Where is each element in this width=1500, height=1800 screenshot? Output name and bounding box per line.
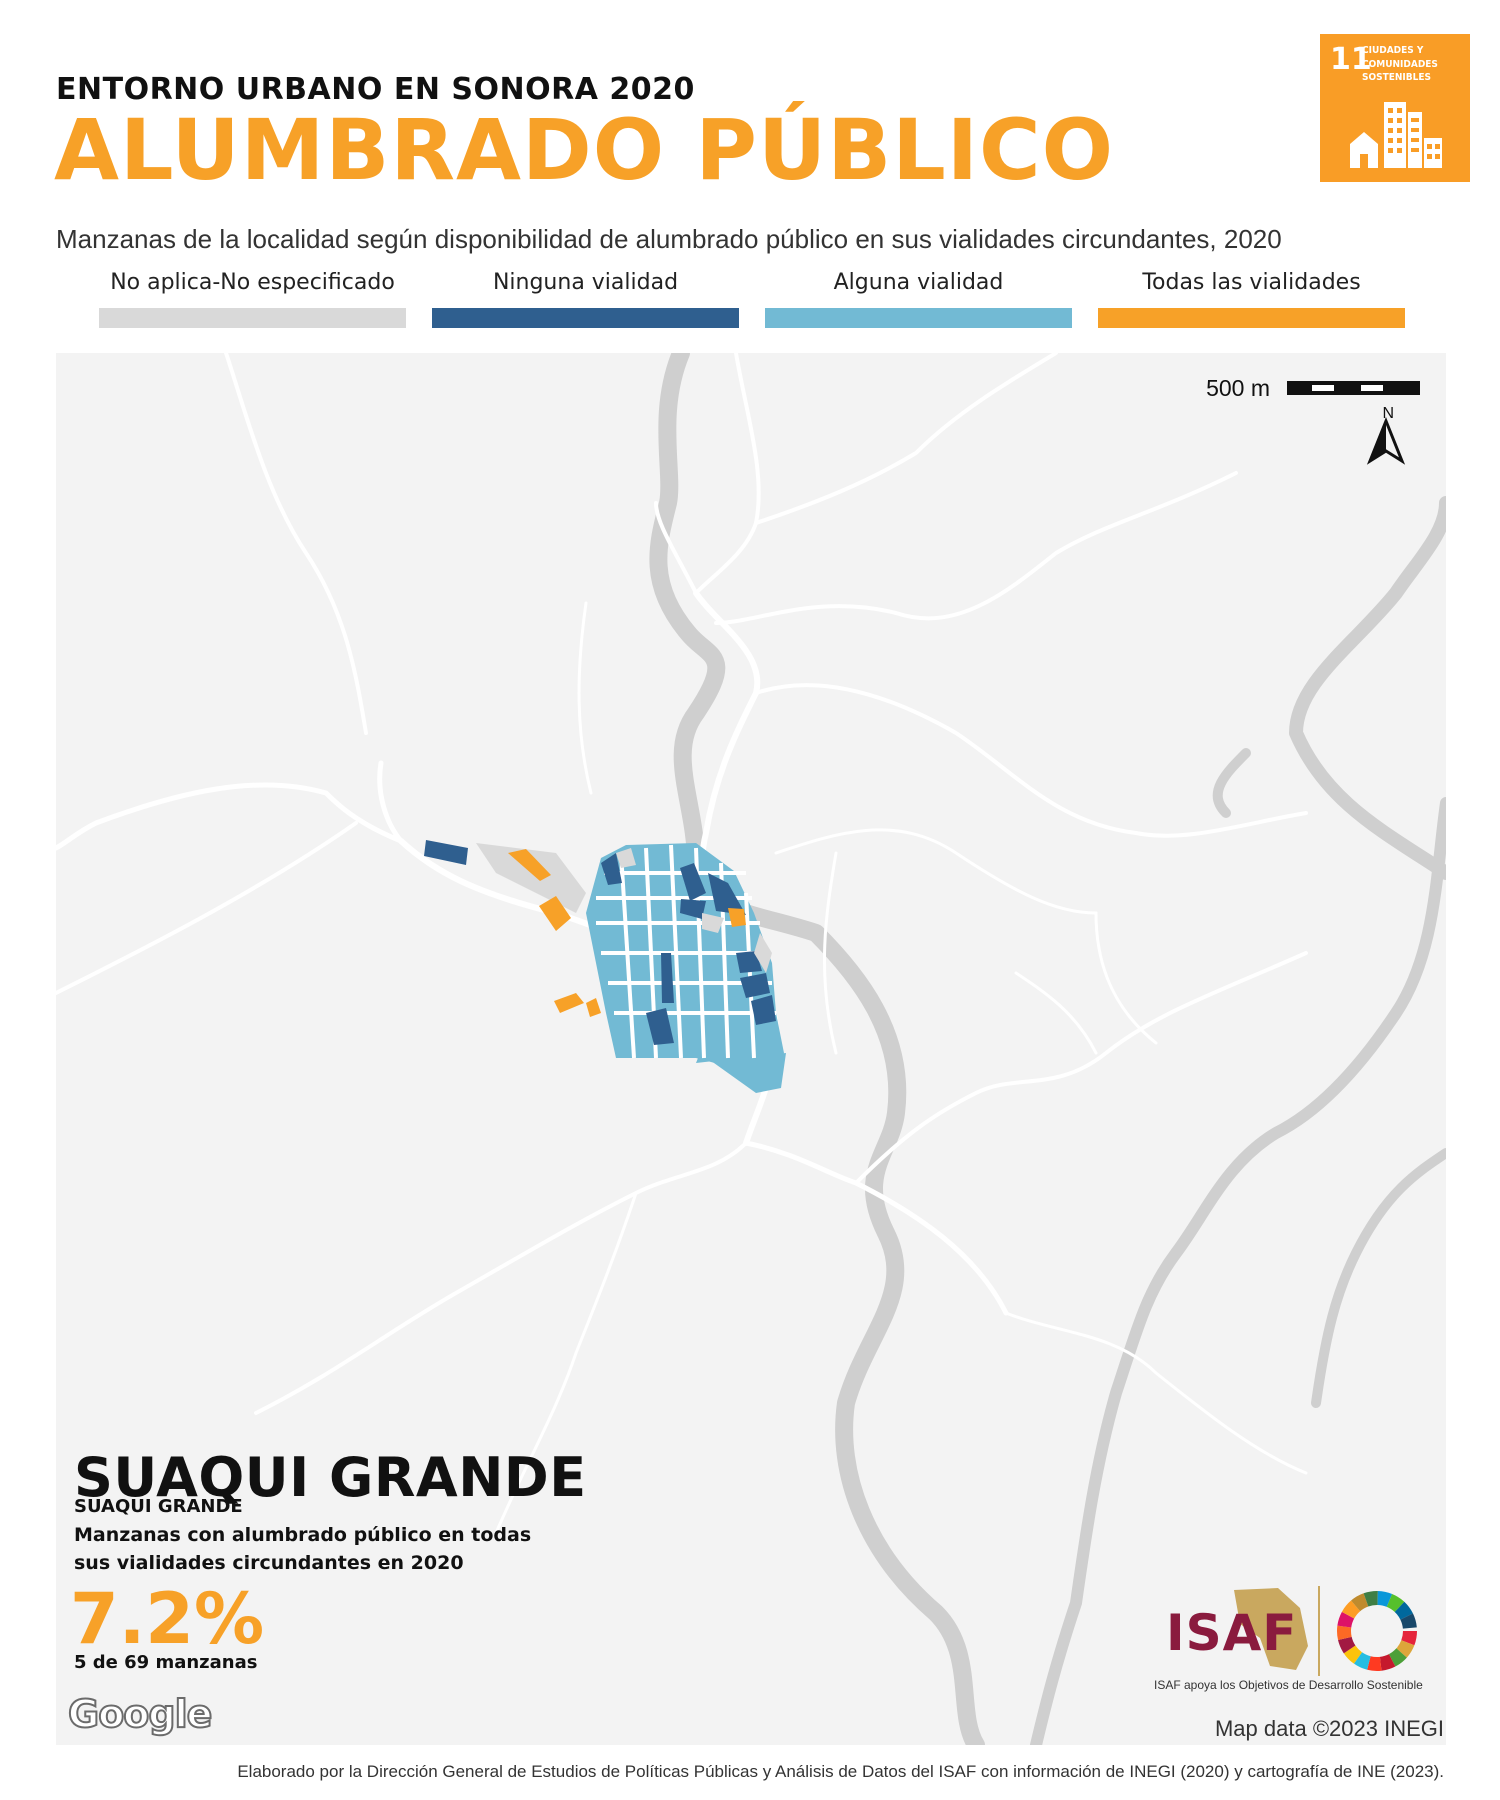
block-dark-blue	[661, 953, 674, 1003]
stat-description: Manzanas con alumbrado público en todas …	[74, 1524, 532, 1574]
legend-label: Todas las vialidades	[1142, 270, 1361, 295]
block-dark-blue	[708, 873, 746, 915]
sdg-11-badge: 11 CIUDADES Y COMUNIDADES SOSTENIBLES	[1320, 34, 1470, 182]
legend-swatch-dark-blue	[432, 308, 739, 328]
block-orange	[554, 993, 584, 1013]
municipality-name: SUAQUI GRANDE	[74, 1496, 243, 1517]
stat-block-count: 5 de 69 manzanas	[74, 1652, 258, 1673]
map-legend: No aplica-No especificado Ninguna vialid…	[99, 268, 1405, 328]
block-dark-blue	[680, 899, 706, 919]
scale-label: 500 m	[1206, 375, 1270, 401]
map-subtitle: Manzanas de la localidad según disponibi…	[56, 224, 1282, 254]
legend-label: Ninguna vialidad	[492, 270, 679, 295]
sdg-label: CIUDADES Y COMUNIDADES SOSTENIBLES	[1362, 45, 1438, 83]
town-blocks	[424, 840, 786, 1093]
block-orange	[508, 849, 551, 881]
road-lines	[56, 353, 1308, 1535]
river-lines	[649, 353, 1446, 1745]
block-dark-blue	[751, 995, 776, 1025]
map-basemap	[56, 353, 1446, 1745]
locality-name: SUAQUI GRANDE	[74, 1446, 587, 1509]
legend-label: No aplica-No especificado	[110, 270, 395, 295]
isaf-caption: ISAF apoya los Objetivos de Desarrollo S…	[1154, 1678, 1423, 1692]
google-logo: Google	[67, 1691, 213, 1737]
legend-swatch-light-blue	[765, 308, 1072, 328]
block-orange	[586, 998, 601, 1017]
north-arrow-icon	[1366, 416, 1406, 465]
block-dark-blue	[424, 840, 468, 865]
north-label: N	[1382, 405, 1394, 422]
sonora-silhouette-icon	[1234, 1588, 1308, 1670]
block-dark-blue	[736, 951, 762, 973]
page-title: ALUMBRADO PÚBLICO	[54, 101, 1115, 199]
city-buildings-icon	[1350, 102, 1442, 168]
block-dark-blue	[740, 973, 770, 998]
stat-percentage: 7.2%	[70, 1578, 265, 1660]
isaf-logo-block: ISAF ISAF apoya los Objetivos de Desarro…	[1152, 1586, 1442, 1696]
block-orange	[728, 908, 746, 927]
map-attribution: Map data ©2023 INEGI	[1214, 1716, 1444, 1741]
legend-item-alguna: Alguna vialidad	[765, 268, 1072, 328]
legend-swatch-gray	[99, 308, 406, 328]
legend-swatch-orange	[1098, 308, 1405, 328]
block-dark-blue	[680, 863, 706, 901]
header-kicker: ENTORNO URBANO EN SONORA 2020	[56, 72, 695, 107]
legend-label: Alguna vialidad	[833, 270, 1004, 295]
sdg-number: 11	[1330, 42, 1372, 77]
block-dark-blue	[601, 853, 622, 885]
isaf-logo-text: ISAF	[1166, 1604, 1298, 1662]
logo-divider	[1318, 1586, 1320, 1676]
footer-credits: Elaborado por la Dirección General de Es…	[237, 1762, 1444, 1781]
legend-item-ninguna: Ninguna vialidad	[432, 268, 739, 328]
block-dark-blue	[646, 1008, 674, 1045]
scale-bar	[1287, 381, 1420, 395]
legend-item-todas: Todas las vialidades	[1098, 268, 1405, 328]
sdg-wheel-icon	[1337, 1591, 1417, 1671]
legend-item-no-aplica: No aplica-No especificado	[99, 268, 406, 328]
block-orange	[539, 896, 571, 931]
map-canvas[interactable]: 500 m N	[56, 353, 1446, 1745]
